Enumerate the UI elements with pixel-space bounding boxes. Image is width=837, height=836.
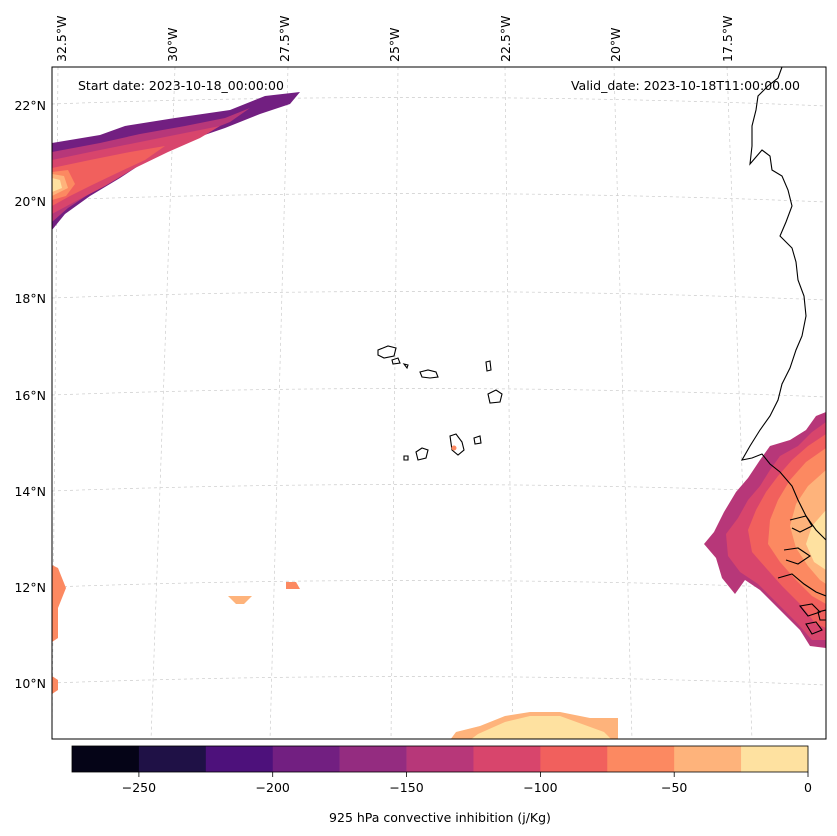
lat-label: 18°N	[14, 291, 46, 306]
start-date-text: Start date: 2023-10-18_00:00:00	[78, 78, 284, 93]
cb-tick-label: −200	[256, 780, 290, 795]
colorbar-swatch	[339, 746, 407, 772]
cin-patch-northwest	[52, 92, 300, 230]
colorbar-label: 925 hPa convective inhibition (j/Kg)	[329, 810, 551, 825]
colorbar-swatch	[72, 746, 140, 772]
colorbar-swatch	[205, 746, 274, 772]
colorbar-frame	[71, 745, 809, 773]
colorbar-swatches	[72, 746, 809, 772]
colorbar-swatch	[473, 746, 541, 772]
cin-patch-south	[450, 712, 618, 739]
lat-label: 20°N	[14, 194, 46, 209]
colorbar-swatch	[674, 746, 742, 772]
gridline-lat-22	[52, 97, 826, 107]
cape-verde-sal	[485, 360, 492, 372]
africa-coast-islands-2	[805, 621, 823, 635]
cin-patch-east	[704, 412, 826, 648]
cb-tick-label: −50	[661, 780, 687, 795]
colorbar-ticks	[138, 772, 809, 777]
gridline-lon-20	[613, 67, 633, 739]
cb-tick-label: −100	[523, 780, 557, 795]
africa-coastline	[740, 67, 826, 541]
colorbar: −250 −200 −150 −100 −50 0 925 hPa convec…	[71, 745, 812, 825]
cape-verde-santiago	[449, 433, 465, 456]
gridline-lat-20	[52, 193, 826, 203]
coastline	[377, 67, 826, 635]
lat-label: 10°N	[14, 676, 46, 691]
map-content	[52, 67, 826, 739]
lon-label: 20°W	[608, 27, 623, 62]
gridline-lat-16	[52, 388, 826, 398]
cin-patches-small	[52, 565, 300, 694]
gridline-lat-14	[52, 484, 826, 494]
valid-date-text: Valid_date: 2023-10-18T11:00:00.00	[571, 78, 800, 93]
colorbar-swatch	[540, 746, 608, 772]
lat-label: 14°N	[14, 484, 46, 499]
lon-label: 25°W	[387, 27, 402, 62]
lon-label: 22.5°W	[498, 16, 513, 62]
colorbar-swatch	[406, 746, 474, 772]
lat-label: 12°N	[14, 580, 46, 595]
gridline-lat-18	[52, 291, 826, 301]
longitude-labels: 32.5°W 30°W 27.5°W 25°W 22.5°W 20°W 17.5…	[54, 16, 735, 62]
lon-label: 32.5°W	[54, 16, 69, 62]
lon-label: 27.5°W	[277, 16, 292, 62]
cape-verde-fogo	[415, 447, 429, 461]
gridlines	[52, 67, 826, 739]
gridline-lon-30	[150, 67, 176, 739]
gridline-lon-27-5	[269, 67, 289, 739]
cape-verde-sao-nicolau	[419, 369, 439, 379]
africa-coast-inlet-3	[777, 573, 826, 597]
lon-label: 30°W	[165, 27, 180, 62]
cape-verde-brava	[403, 455, 409, 461]
cb-tick-label: 0	[804, 780, 812, 795]
gridline-lon-22-5	[504, 67, 514, 739]
colorbar-swatch	[138, 746, 207, 772]
africa-coast-inlet-1	[789, 515, 813, 533]
cape-verde-santa-luzia	[402, 363, 409, 370]
cape-verde-santo-antao	[377, 345, 397, 359]
cb-tick-label: −250	[122, 780, 156, 795]
gridline-lon-25	[390, 67, 399, 739]
lat-label: 22°N	[14, 98, 46, 113]
latitude-labels: 22°N 20°N 18°N 16°N 14°N 12°N 10°N	[14, 98, 46, 691]
map-area	[52, 67, 826, 739]
colorbar-swatch	[272, 746, 340, 772]
colorbar-swatch	[607, 746, 675, 772]
map-frame	[51, 66, 827, 740]
santiago-cin-spot	[451, 445, 457, 451]
africa-coast-islands-3	[817, 609, 826, 621]
cb-tick-label: −150	[389, 780, 423, 795]
cape-verde-sao-vicente	[391, 357, 401, 365]
cape-verde-maio	[473, 435, 482, 445]
gridline-lon-17-5	[726, 67, 753, 739]
gridline-lat-12	[52, 580, 826, 590]
africa-coast-inlet-2	[783, 547, 811, 565]
colorbar-swatch	[741, 746, 809, 772]
lon-label: 17.5°W	[720, 16, 735, 62]
cape-verde-boa-vista	[487, 389, 503, 404]
lat-label: 16°N	[14, 388, 46, 403]
gridline-lat-10	[52, 676, 826, 686]
